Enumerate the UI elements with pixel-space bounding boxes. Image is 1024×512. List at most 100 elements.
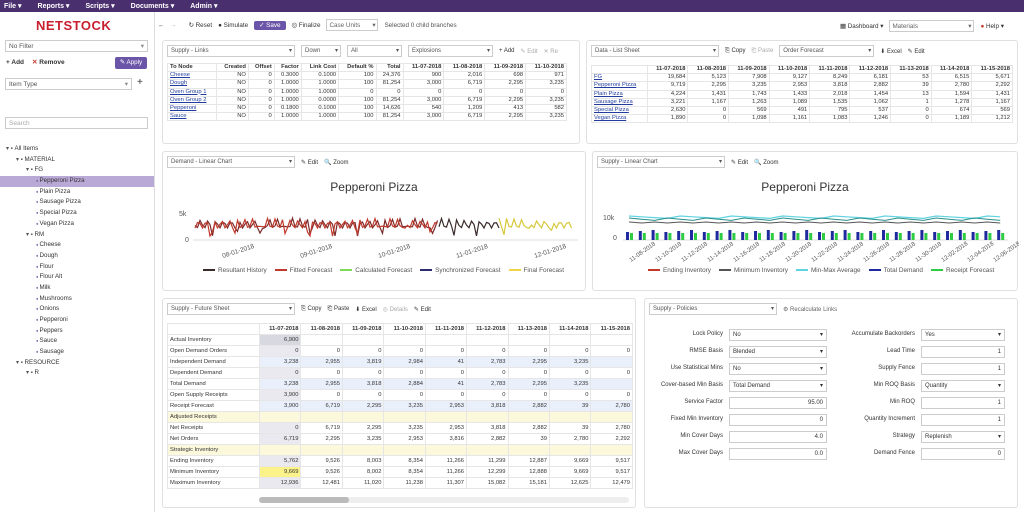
policy-field[interactable]: 1 [921,363,1005,375]
scope-select[interactable]: All ▾ [347,45,402,57]
edit-link-button[interactable]: ✎ Edit [520,48,538,55]
future-excel-button[interactable]: ⬇ Excel [355,306,377,313]
back-icon[interactable]: ← [158,21,165,29]
policy-field[interactable]: Total Demand ▾ [729,380,827,392]
search-input[interactable]: Search [5,117,148,129]
column-header[interactable] [167,323,260,335]
demand-chart-select[interactable]: Demand - Linear Chart ▾ [167,156,295,168]
tree-node[interactable]: ▾ ▪ RM [0,230,154,241]
legend-item[interactable]: Receipt Forecast [931,267,994,274]
list-view-select[interactable]: Data - List Sheet ▾ [591,45,719,57]
column-header[interactable]: 11-11-2018 [424,323,468,335]
menu-documents[interactable]: Documents ▾ [130,3,175,10]
future-sheet-select[interactable]: Supply - Future Sheet ▾ [167,303,295,315]
legend-item[interactable]: Synchronized Forecast [420,267,501,274]
tree-node[interactable]: ● Pepperoni Pizza [0,176,154,187]
filter-select[interactable]: No Filter ▾ [5,40,148,52]
table-cell[interactable]: Cheese [166,71,218,81]
column-header[interactable]: 11-15-2018 [590,323,633,335]
policy-field[interactable]: 1 [921,414,1005,426]
table-row[interactable]: Dough NO 0 1.0000 1.0000 100 81,254 3,000 6,719 2… [166,79,567,89]
policy-field[interactable]: 0 [921,448,1005,460]
explosions-select[interactable]: Explosions ▾ [408,45,493,57]
tree-node[interactable]: ● Plain Pizza [0,187,154,198]
table-cell[interactable]: Oven Group 1 [166,87,218,97]
legend-item[interactable]: Min-Max Average [795,267,861,274]
horizontal-scrollbar[interactable] [259,497,629,503]
policy-field[interactable]: 1 [921,346,1005,358]
future-paste-button[interactable]: ⎗ Paste [327,305,350,312]
tree-node[interactable]: ● Flour [0,262,154,273]
policy-field[interactable]: Quantity ▾ [921,380,1005,392]
legend-item[interactable]: Total Demand [868,267,923,274]
demand-chart-zoom-button[interactable]: 🔍 Zoom [324,159,349,166]
column-header[interactable]: 11-12-2018 [849,64,892,75]
future-edit-button[interactable]: ✎ Edit [413,306,431,313]
table-row[interactable]: Actual Inventory 6,900 [167,334,633,346]
tree-node[interactable]: ▾ ▪ R [0,368,154,379]
table-row[interactable]: Adjusted Receipts [167,411,633,423]
column-header[interactable]: 11-08-2018 [300,323,343,335]
table-row[interactable]: Oven Group 1 NO 0 1.0000 1.0000 0 0 0 0 0 0 [166,87,567,97]
policy-field[interactable]: Blended ▾ [729,346,827,358]
legend-item[interactable]: Final Forecast [508,267,564,274]
tree-node[interactable]: ● Special Pizza [0,208,154,219]
menu-file[interactable]: File ▾ [4,3,22,10]
table-row[interactable]: Dependent Demand 0 0 0 0 0 0 0 0 0 [167,367,633,379]
save-button[interactable]: ✓ Save [254,20,286,30]
simulate-button[interactable]: ● Simulate [218,21,249,29]
policy-field[interactable]: 0 [729,414,827,426]
table-row[interactable]: Oven Group 2 NO 0 1.0000 0.0000 100 81,254 3,00… [166,95,567,106]
policy-field[interactable]: No ▾ [729,363,827,375]
edit-list-button[interactable]: ✎ Edit [907,48,925,55]
column-header[interactable]: 11-09-2018 [728,64,770,75]
tree-node[interactable]: ● Sausage [0,347,154,358]
table-row[interactable]: Sauce NO 0 1.0000 1.0000 100 81,254 3,000 6,719 2… [166,112,567,122]
links-view-select[interactable]: Supply - Links ▾ [167,45,295,57]
forward-icon[interactable]: → [170,21,177,29]
column-header[interactable]: 11-08-2018 [443,62,486,73]
tree-node[interactable]: ● Cheese [0,240,154,251]
policy-field[interactable]: 4.0 [729,431,827,443]
supply-chart-select[interactable]: Supply - Linear Chart ▾ [597,156,725,168]
legend-item[interactable]: Calculated Forecast [340,267,412,274]
tree-node[interactable]: ▾ ▪ MATERIAL [0,155,154,166]
table-row[interactable]: Independent Demand 3,238 2,955 3,819 2,984 41… [167,356,633,368]
column-header[interactable]: 11-10-2018 [768,64,811,75]
policy-field[interactable]: 1 [921,397,1005,409]
table-cell[interactable]: Dough [166,79,218,89]
future-copy-button[interactable]: ⎘ Copy [301,305,322,312]
table-row[interactable]: Open Demand Orders 0 0 0 0 0 0 0 0 0 [167,345,633,357]
column-header[interactable]: Total [375,62,404,73]
supply-chart-zoom-button[interactable]: 🔍 Zoom [754,159,779,166]
supply-chart-edit-button[interactable]: ✎ Edit [731,159,749,166]
policy-field[interactable]: No ▾ [729,329,827,341]
table-row[interactable]: Pepperoni NO 0 0.1800 0.1000 100 14,626 540 1,20… [166,104,567,114]
table-cell[interactable]: Plain Pizza [591,89,648,99]
table-row[interactable]: Pepperoni Pizza 9,719 2,295 3,235 2,953 3,818… [591,81,1013,91]
reset-button[interactable]: ↻ Reset [188,21,213,29]
column-header[interactable]: Factor [273,62,302,73]
column-header[interactable]: 11-10-2018 [383,323,426,335]
table-cell[interactable]: Oven Group 2 [166,95,218,106]
legend-item[interactable]: Resultant History [203,267,267,274]
table-cell[interactable]: Vegan Pizza [591,114,648,124]
table-row[interactable]: Receipt Forecast 3,900 6,719 2,295 3,235 2,95… [167,400,633,412]
table-row[interactable]: Cheese NO 0 0.3000 0.1000 100 24,376 900 2,016 69… [166,71,567,81]
tree-node[interactable]: ● Sauce [0,336,154,347]
table-row[interactable]: FG 19,684 5,123 7,908 9,127 8,249 6,181 53 6,515… [591,73,1013,83]
tree-node[interactable]: ● Peppers [0,326,154,337]
policy-field[interactable]: Replenish ▾ [921,431,1005,443]
legend-item[interactable]: Ending Inventory [648,267,711,274]
column-header[interactable]: 11-10-2018 [525,62,567,73]
tree-node[interactable]: ● Vegan Pizza [0,219,154,230]
table-row[interactable]: Sausage Pizza 3,221 1,167 1,263 1,089 1,535 1,… [591,97,1013,108]
tree-node[interactable]: ● Milk [0,283,154,294]
add-item-type-icon[interactable]: + [137,77,143,88]
tree-node[interactable]: ● Onions [0,304,154,315]
remove-filter-button[interactable]: ✕ Remove [32,59,65,66]
column-header[interactable]: To Node [166,62,218,73]
column-header[interactable]: 11-11-2018 [809,64,851,75]
column-header[interactable]: 11-13-2018 [890,64,932,75]
tree-node[interactable]: ▾ ▪ All Items [0,144,154,155]
